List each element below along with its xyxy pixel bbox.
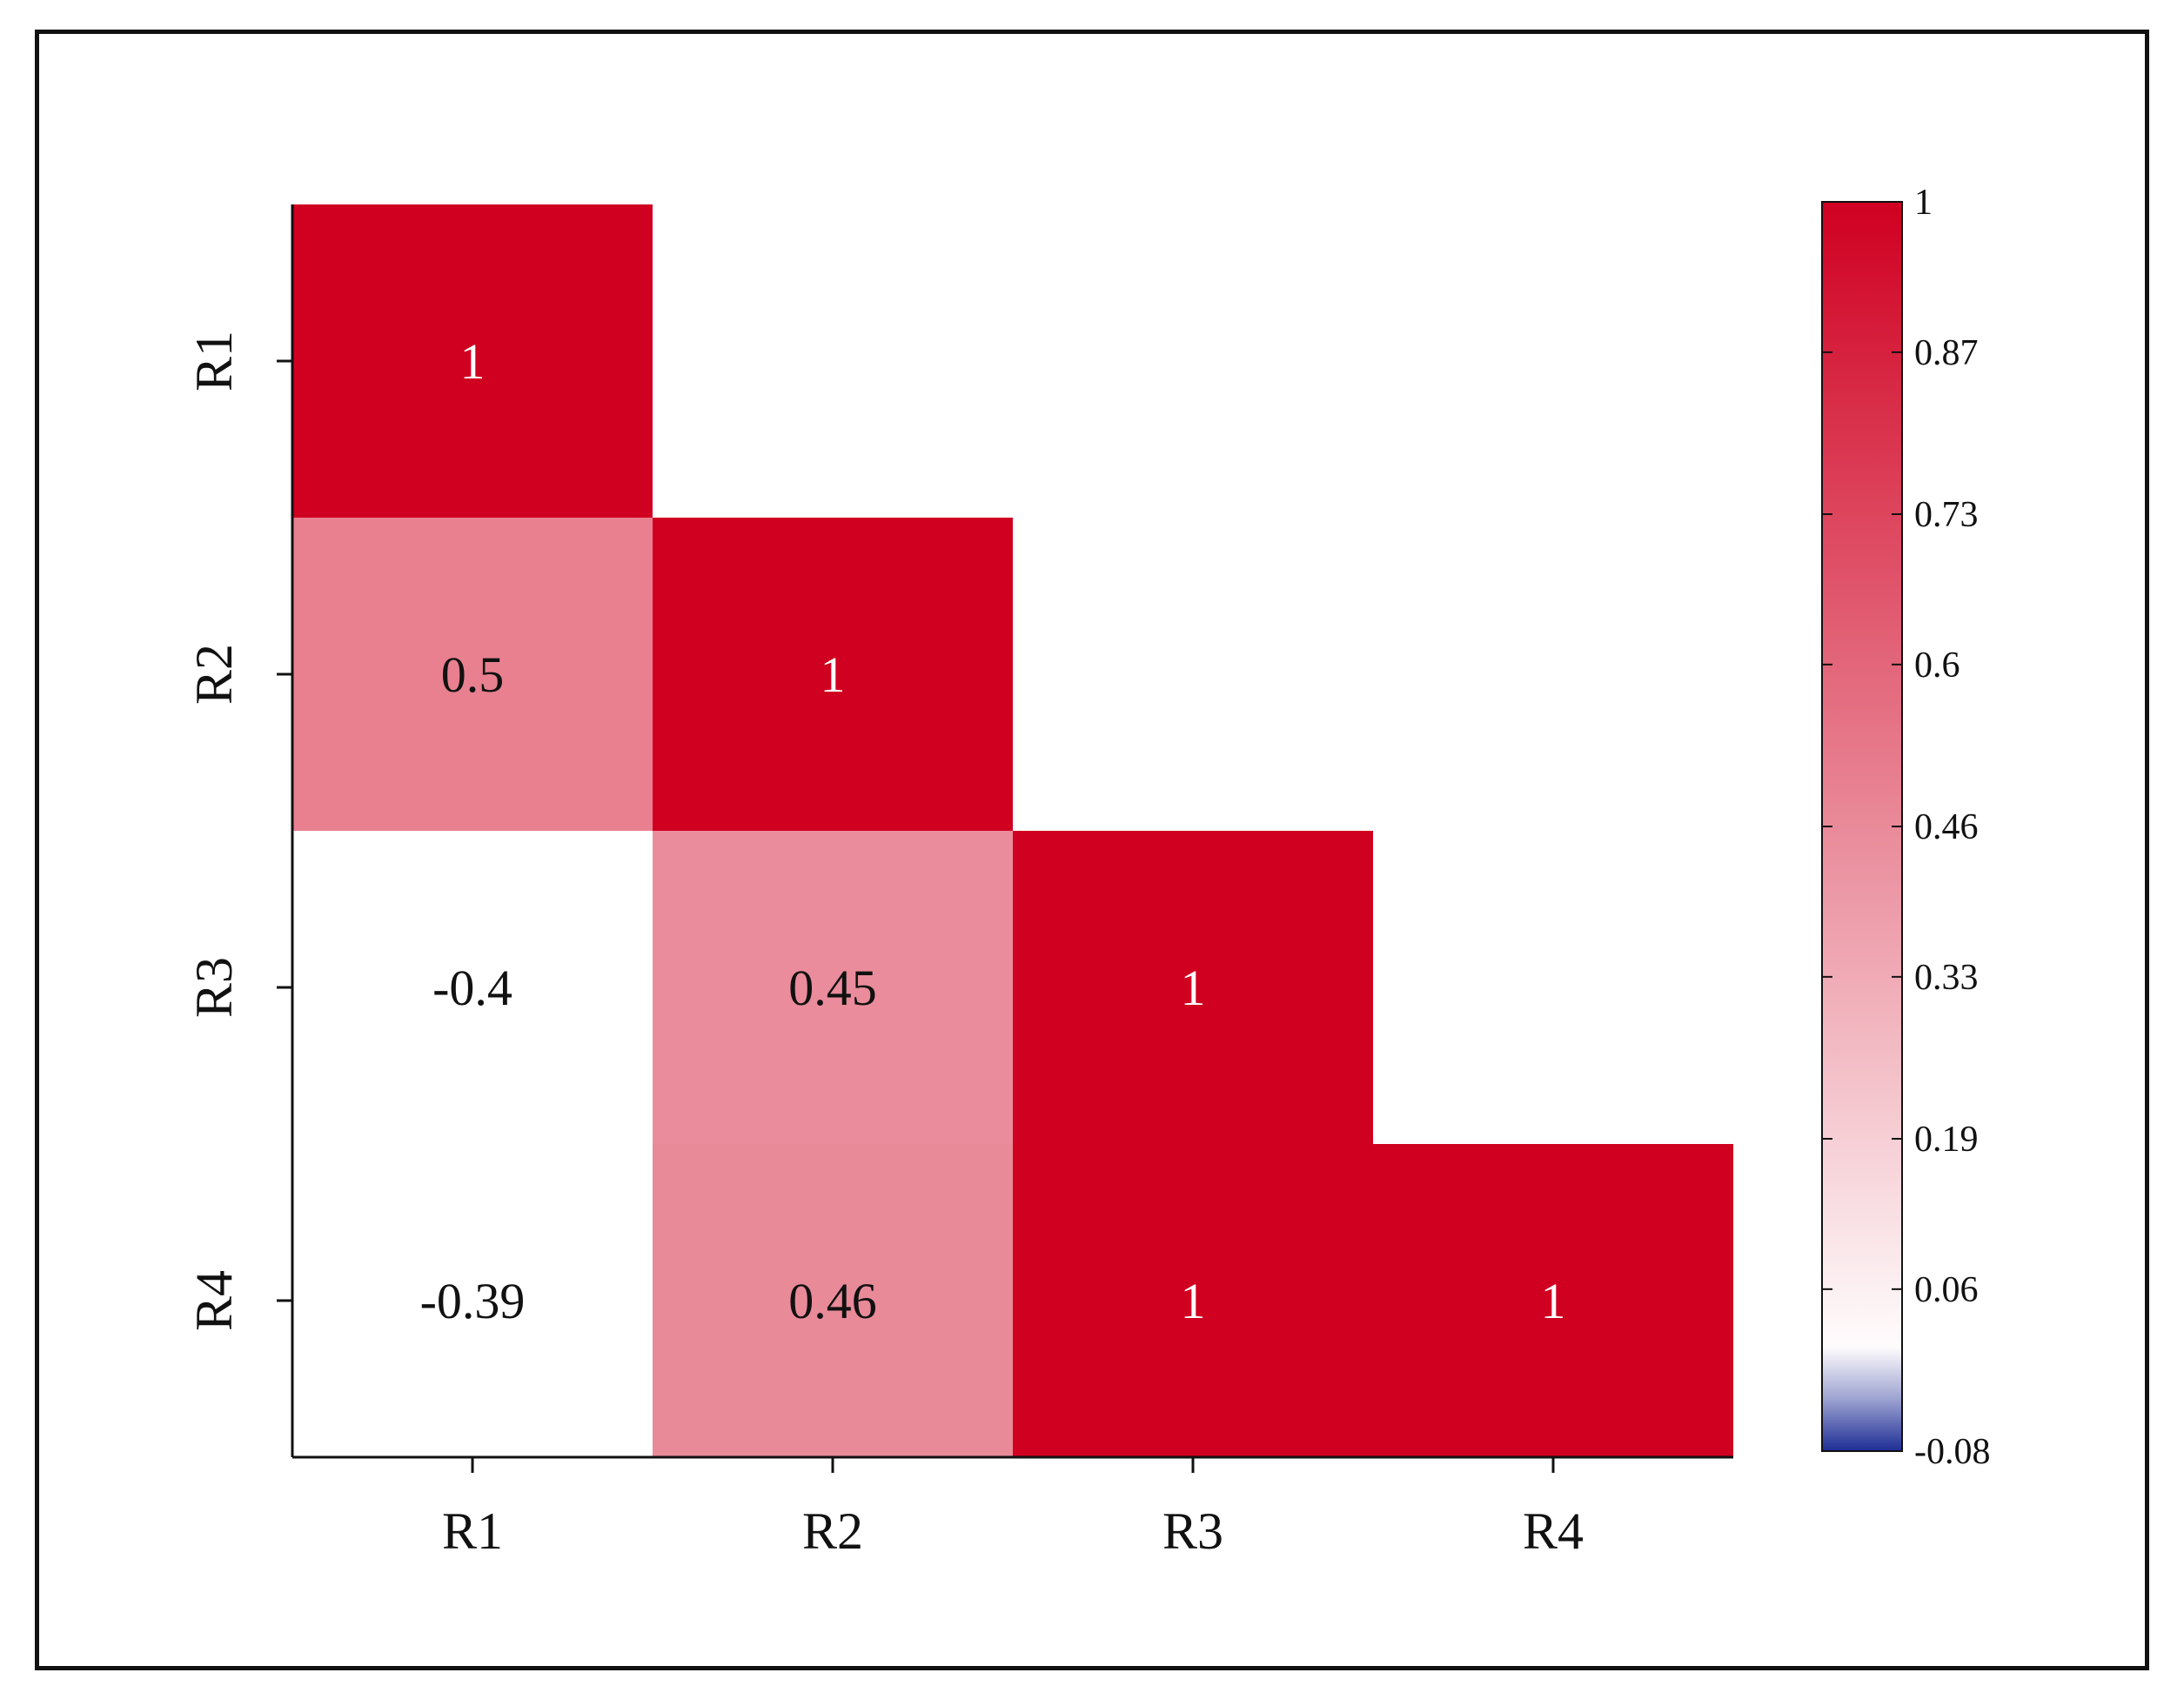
y-tick-label-r3: R3 xyxy=(185,957,243,1018)
colorbar-tick-label-0_87: 0.87 xyxy=(1914,333,1979,373)
cell-value-label-r3-r2: 0.45 xyxy=(788,960,877,1016)
heatmap-cell-r1-r1 xyxy=(292,204,653,518)
cell-value-label-r2-r2: 1 xyxy=(821,646,846,703)
heatmap-cell-r4-r4 xyxy=(1373,1144,1733,1457)
cell-value-label-r4-r1: -0.39 xyxy=(420,1273,526,1329)
cell-value-label-r4-r3: 1 xyxy=(1181,1273,1206,1329)
heatmap-cells: 1 0.5 1 -0.4 0.45 1 -0.39 0.46 1 1 xyxy=(292,204,1733,1457)
colorbar: 1 0.87 0.73 0.6 0.46 0.33 0.19 0.06 -0.08 xyxy=(1821,183,1991,1472)
colorbar-tick-label-0_46: 0.46 xyxy=(1914,807,1979,847)
colorbar-gradient-bar xyxy=(1821,201,1903,1452)
colorbar-tick-label-0_73: 0.73 xyxy=(1914,495,1979,535)
cell-value-label-r4-r2: 0.46 xyxy=(788,1273,877,1329)
x-tick-label-r3: R3 xyxy=(1162,1502,1223,1560)
heatmap-cell-r2-r2 xyxy=(653,518,1013,831)
heatmap-cell-r4-r2 xyxy=(653,1144,1013,1457)
x-tick-label-r2: R2 xyxy=(802,1502,863,1560)
colorbar-tick-label-0_6: 0.6 xyxy=(1914,646,1960,686)
heatmap-cell-r2-r1 xyxy=(292,518,653,831)
cell-value-label-r1-r1: 1 xyxy=(460,333,486,390)
colorbar-tick-label-0_06: 0.06 xyxy=(1914,1270,1979,1310)
cell-value-label-r4-r4: 1 xyxy=(1541,1273,1566,1329)
colorbar-tick-label-1: 1 xyxy=(1914,183,1933,223)
y-tick-label-r2: R2 xyxy=(185,644,243,705)
cell-value-label-r2-r1: 0.5 xyxy=(441,646,505,703)
heatmap-cell-r3-r3 xyxy=(1013,831,1373,1144)
heatmap-cell-r4-r3 xyxy=(1013,1144,1373,1457)
x-tick-label-r4: R4 xyxy=(1523,1502,1584,1560)
colorbar-tick-label-neg0_08: -0.08 xyxy=(1914,1432,1991,1472)
y-tick-label-r1: R1 xyxy=(185,331,243,391)
colorbar-tick-label-0_19: 0.19 xyxy=(1914,1120,1979,1160)
axes: R1 R1 R2 R2 R3 R3 R4 R4 xyxy=(185,204,1733,1560)
colorbar-tick-label-0_33: 0.33 xyxy=(1914,958,1979,998)
x-tick-label-r1: R1 xyxy=(442,1502,503,1560)
heatmap-cell-r4-r1 xyxy=(292,1144,653,1457)
heatmap-cell-r3-r2 xyxy=(653,831,1013,1144)
cell-value-label-r3-r1: -0.4 xyxy=(432,960,513,1016)
y-tick-label-r4: R4 xyxy=(185,1270,243,1331)
cell-value-label-r3-r3: 1 xyxy=(1181,960,1206,1016)
heatmap-cell-r3-r1 xyxy=(292,831,653,1144)
